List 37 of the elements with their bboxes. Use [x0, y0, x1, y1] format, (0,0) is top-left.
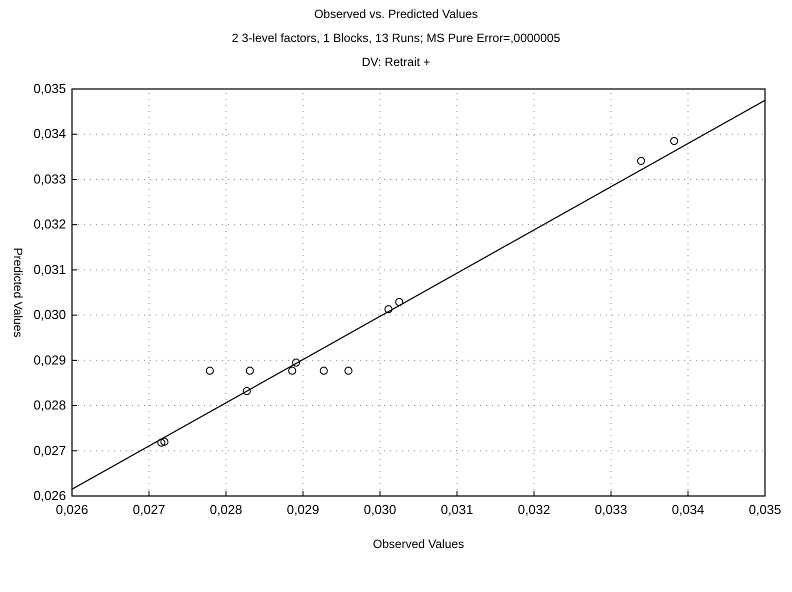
x-axis-title: Observed Values: [372, 537, 464, 551]
y-tick-label: 0,032: [33, 216, 66, 232]
point: [320, 366, 328, 375]
y-tick-label: 0,029: [33, 352, 66, 368]
point: [246, 366, 254, 375]
chart-subtitle: 2 3-level factors, 1 Blocks, 13 Runs; MS Pure Error=,0000005 DV: Retrait +: [232, 31, 561, 69]
point: [384, 305, 393, 314]
point: [157, 438, 166, 447]
y-tick-label: 0,026: [33, 488, 66, 503]
y-tick-label: 0,027: [33, 442, 66, 458]
y-tick-label: 0,035: [33, 81, 66, 96]
y-tick-label: 0,031: [33, 262, 66, 277]
point: [160, 438, 168, 446]
x-tick-label: 0,033: [594, 502, 628, 517]
y-tick-label: 0,034: [33, 126, 66, 142]
x-tick-label: 0,029: [286, 502, 320, 517]
x-tick-label: 0,027: [132, 502, 166, 517]
x-tick-label: 0,035: [748, 502, 782, 517]
point: [395, 298, 404, 306]
point: [206, 366, 214, 375]
point: [288, 366, 296, 375]
chart-title: Observed vs. Predicted Values: [314, 7, 478, 21]
point: [636, 156, 646, 165]
x-tick-label: 0,032: [518, 502, 550, 517]
y-tick-label: 0,033: [33, 171, 66, 186]
x-tick-label: 0,026: [56, 502, 88, 517]
x-tick-label: 0,034: [672, 502, 704, 517]
x-tick-label: 0,028: [210, 502, 242, 517]
point: [242, 387, 251, 396]
point: [344, 366, 352, 375]
x-tick-label: 0,030: [364, 502, 396, 517]
y-tick-label: 0,030: [33, 307, 66, 322]
point: [292, 358, 300, 367]
y-tick-label: 0,028: [33, 398, 66, 413]
y-axis-title: Predicted Values: [11, 248, 25, 338]
x-tick-label: 0,031: [440, 502, 474, 517]
point: [670, 136, 678, 146]
